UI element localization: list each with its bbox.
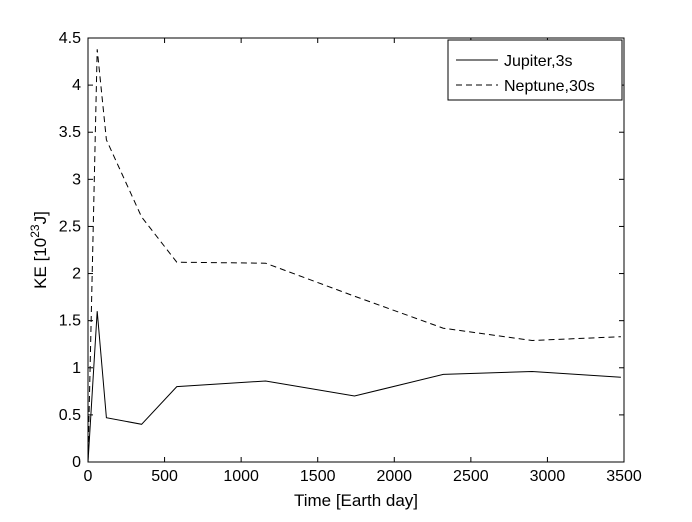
y-tick-label: 2.5 — [59, 218, 81, 235]
y-tick-label: 3.5 — [59, 124, 81, 141]
x-tick-label: 3000 — [530, 468, 566, 485]
series-line-neptune-30s — [87, 49, 621, 463]
legend-label: Neptune,30s — [504, 78, 595, 95]
y-tick-label: 4 — [72, 77, 81, 94]
y-axis-label-prefix: KE [10 — [31, 238, 50, 289]
y-tick-label: 0 — [72, 454, 81, 471]
y-tick-label: 1 — [72, 360, 81, 377]
y-axis-label: KE [1023J] — [28, 211, 50, 289]
series-line-jupiter-3s — [87, 311, 621, 463]
y-tick-label: 4.5 — [59, 30, 81, 47]
legend: Jupiter,3s Neptune,30s — [447, 39, 623, 101]
x-tick-label: 1000 — [223, 468, 259, 485]
y-tick-label: 0.5 — [59, 407, 81, 424]
x-tick-label: 2000 — [376, 468, 412, 485]
y-tick-label: 3 — [72, 171, 81, 188]
y-tick-label: 2 — [72, 266, 81, 283]
y-axis-label-suffix: J] — [31, 211, 50, 224]
axes-box — [87, 37, 625, 463]
x-tick-label: 0 — [84, 468, 93, 485]
x-tick-label: 500 — [151, 468, 178, 485]
x-axis-ticks: 0 500 1000 1500 2000 2500 3000 3500 — [84, 38, 642, 485]
legend-label: Jupiter,3s — [504, 53, 572, 70]
x-tick-label: 1500 — [300, 468, 336, 485]
legend-box — [447, 39, 623, 101]
x-tick-label: 3500 — [606, 468, 642, 485]
x-axis-label: Time [Earth day] — [294, 491, 418, 510]
y-axis-label-exponent: 23 — [28, 224, 42, 238]
y-tick-label: 1.5 — [59, 313, 81, 330]
y-axis-ticks: 0 0.5 1 1.5 2 2.5 3 3.5 4 4.5 — [59, 30, 624, 471]
x-tick-label: 2500 — [453, 468, 489, 485]
plot-area: 0 500 1000 1500 2000 2500 3000 3500 0 0.5 1 1.5 2 2.… — [59, 30, 642, 485]
series-layer — [87, 49, 621, 463]
